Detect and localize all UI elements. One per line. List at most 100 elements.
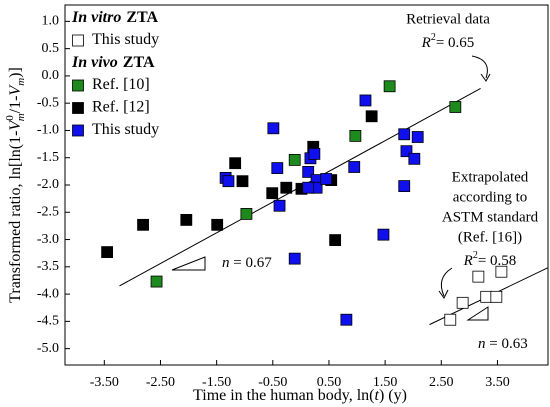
x-tick-label: -0.50 [258,375,287,390]
annotation-part: = 0.65 [436,35,474,51]
y-tick-label: -4.0 [37,286,59,301]
annotation-part: R [463,253,473,269]
data-point [480,290,493,303]
data-point [495,265,508,278]
data-point [398,180,411,192]
legend-swatch [72,102,84,114]
annotation: n = 0.63 [478,336,528,352]
y-tick-label: -0.5 [37,95,59,110]
annotation: R2= 0.58 [463,250,517,269]
data-point [150,275,163,288]
data-point [444,313,457,326]
legend-box [66,6,216,142]
data-point [472,270,485,283]
legend-label: This study [92,121,159,138]
y-title-part: Transformed ratio, ln[ln(1- [7,131,24,303]
y-tick-label: 0.5 [42,41,60,56]
y-title-part: m [15,113,27,121]
legend-group-title-part: In vitro [71,9,121,26]
y-tick-label: -1.0 [37,123,59,138]
data-point [349,130,362,142]
arrow-head [438,289,449,299]
annotation-part: R [421,35,431,51]
data-point [320,173,333,185]
x-tick-label: 0.50 [317,375,342,390]
annotation-part: 2 [473,250,478,261]
y-title-part: /1- [7,96,24,114]
data-point [180,214,193,226]
data-point [288,154,301,166]
legend-group-title-part: In vivo [71,54,118,71]
arrow [440,267,453,297]
annotation-part: = 0.67 [230,255,273,271]
y-tick-label: -4.5 [37,314,59,329]
x-tick-label: 3.50 [485,375,510,390]
annotation: R2= 0.65 [421,32,475,51]
data-point [329,234,342,246]
x-tick-label: 2.50 [429,375,454,390]
data-point [229,157,242,170]
x-tick-label: -1.50 [202,375,231,390]
data-point [340,313,353,326]
data-point [411,131,424,143]
data-point [137,218,149,231]
data-point [456,296,469,309]
y-title-part: m [15,78,27,86]
slope-triangle [466,306,489,321]
data-point [383,80,396,93]
data-point [271,162,284,174]
y-tick-label: -3.0 [37,232,59,247]
data-point [398,128,411,141]
legend-group-title-part: ZTA [126,9,158,26]
arrow [471,55,488,79]
y-tick-label: -5.0 [37,341,59,356]
annotation: Retrieval data [406,11,490,27]
data-point [302,166,315,178]
data-point [400,145,413,158]
legend-group-title: In vitro ZTA [71,9,159,26]
legend-label: Ref. [12] [92,99,150,116]
data-point [273,199,286,212]
legend-group-title: In vivo ZTA [71,54,155,71]
x-title-part: t [375,387,380,404]
marks [101,80,548,326]
legend-swatch [72,34,84,47]
annotation: according to [453,189,528,205]
data-point [348,161,361,173]
data-point [302,181,315,194]
x-title-part: ) (y) [379,387,407,404]
slope-triangle [171,256,206,271]
legend-swatch [72,79,84,92]
x-tick-label: -3.50 [90,375,119,390]
annotation: ASTM standard [442,209,539,225]
data-point [222,175,235,188]
data-point [236,175,249,188]
y-tick-label: -2.5 [37,204,59,219]
data-point [365,110,378,123]
data-point [280,181,293,194]
annotation: Extrapolated [452,169,529,185]
x-tick-label: -2.50 [146,375,175,390]
x-title-part: Time in the human body, ln( [193,387,374,404]
y-tick-label: 0.0 [42,68,60,83]
data-point [267,122,280,135]
data-point [359,94,372,107]
x-axis-title: Time in the human body, ln(t) (y) [193,387,407,404]
data-point [377,228,390,241]
legend: In vitro ZTA This study In vivo ZTA Ref. [10]… [71,9,159,139]
data-point [240,208,253,220]
y-tick-label: -1.5 [37,150,59,165]
data-point [308,148,321,160]
annotation-part: = 0.63 [486,336,528,352]
legend-swatch [72,124,84,137]
data-point [266,187,279,200]
arrow-head [480,73,491,82]
y-axis-title: Transformed ratio, ln[ln(1-V0m/1-Vm)] [4,67,27,303]
y-title-part: 0 [4,115,16,121]
annotation: (Ref. [16]) [458,229,522,245]
y-title-part: V [7,119,24,131]
data-point [101,246,114,258]
legend-label: Ref. [10] [92,76,150,93]
legend-group-title-part: ZTA [123,54,155,71]
